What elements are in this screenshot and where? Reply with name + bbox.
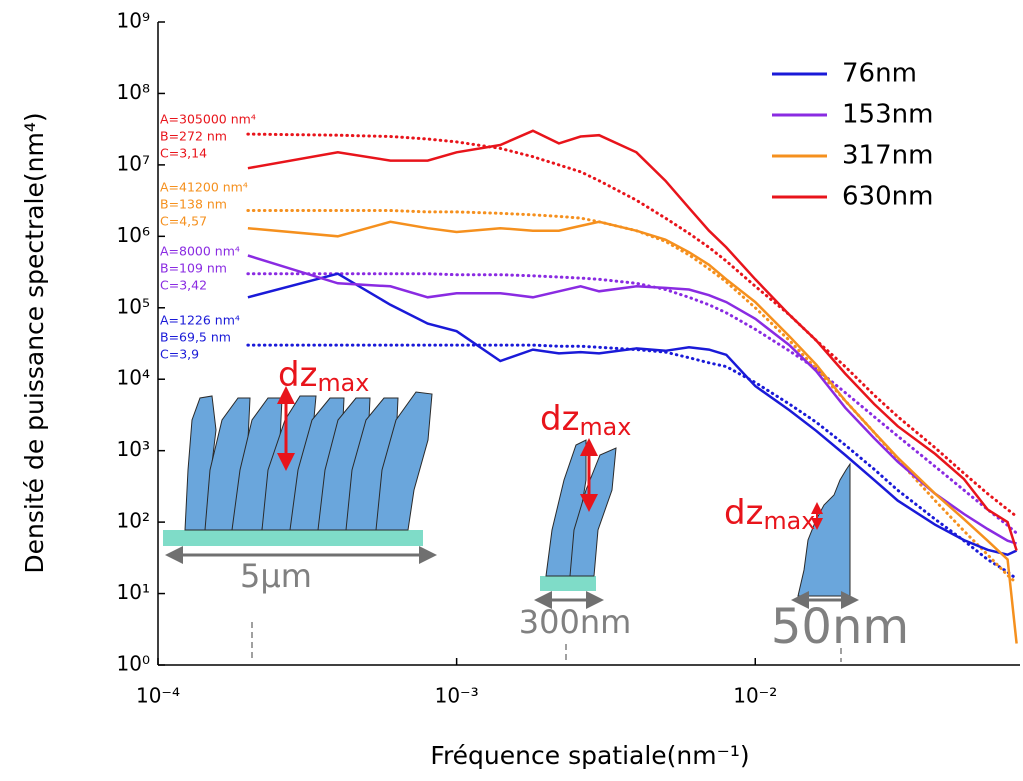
y-tick-label: 10⁵ (117, 294, 150, 318)
y-tick-label: 10⁷ (117, 151, 150, 175)
column (797, 462, 851, 597)
illustration-2 (534, 438, 617, 660)
data-line (247, 129, 1018, 551)
substrate (540, 576, 596, 591)
y-axis-label: Densité de puissance spectrale(nm⁴) (20, 112, 49, 573)
legend-label: 76nm (842, 59, 917, 89)
fit-annotation: B=138 nm (160, 197, 227, 212)
dz-label: dzmax (278, 355, 369, 397)
dz-label: dzmax (724, 493, 815, 535)
fit-line (246, 209, 1019, 585)
x-tick-label: 10⁻² (733, 684, 777, 708)
dz-text: dz (278, 355, 317, 395)
fit-annotation: B=109 nm (160, 261, 227, 276)
fit-line (246, 272, 1019, 535)
y-tick-label: 10³ (117, 437, 150, 461)
y-tick-label: 10⁹ (117, 9, 150, 33)
columns (184, 391, 433, 531)
fit-line (246, 343, 1019, 581)
x-tick-label: 10⁻³ (435, 684, 479, 708)
illustration-3 (791, 462, 859, 662)
scale-label: 300nm (519, 603, 632, 641)
y-tick-label: 10⁸ (117, 80, 150, 104)
legend-label: 630nm (842, 182, 933, 212)
x-axis-label: Fréquence spatiale(nm⁻¹) (430, 741, 749, 770)
fit-line (246, 132, 1019, 518)
dz-subscript: max (317, 369, 369, 397)
illustration-1 (163, 386, 437, 660)
data-line (247, 272, 1018, 557)
y-tick-label: 10⁰ (117, 652, 150, 676)
fit-annotation: A=1226 nm⁴ (160, 313, 240, 328)
fit-annotation: A=305000 nm⁴ (160, 112, 256, 127)
data-line (247, 220, 1018, 644)
fit-annotation: B=272 nm (160, 129, 227, 144)
dz-label: dzmax (540, 399, 631, 441)
substrate (163, 530, 423, 546)
x-tick-label: 10⁻⁴ (136, 684, 180, 708)
scale-label: 50nm (771, 599, 909, 655)
fit-annotation: C=4,57 (160, 214, 207, 229)
fit-annotation: A=41200 nm⁴ (160, 180, 248, 195)
fit-annotation: B=69,5 nm (160, 330, 231, 345)
legend-label: 153nm (842, 100, 933, 130)
dz-text: dz (540, 399, 579, 439)
dz-text: dz (724, 493, 763, 533)
y-tick-label: 10² (117, 509, 150, 533)
columns (545, 439, 617, 577)
y-tick-label: 10⁶ (117, 223, 150, 247)
fit-annotation: C=3,42 (160, 278, 207, 293)
scale-label: 5µm (240, 557, 312, 595)
dz-subscript: max (763, 507, 815, 535)
y-tick-label: 10⁴ (117, 366, 150, 390)
fit-annotation: C=3,14 (160, 146, 207, 161)
fit-annotation: C=3,9 (160, 347, 199, 362)
dz-subscript: max (579, 413, 631, 441)
legend-label: 317nm (842, 141, 933, 171)
fit-annotation: A=8000 nm⁴ (160, 244, 240, 259)
y-tick-label: 10¹ (117, 580, 150, 604)
